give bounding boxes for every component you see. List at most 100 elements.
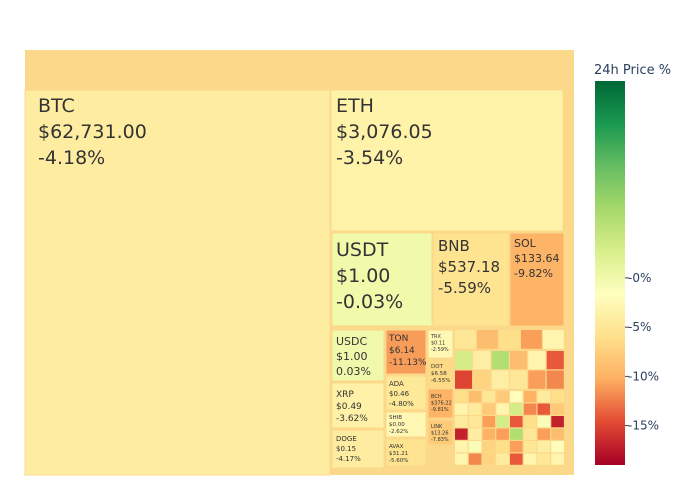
- small-tile[interactable]: [510, 416, 523, 428]
- small-tile[interactable]: [546, 351, 564, 370]
- small-tile[interactable]: [510, 441, 523, 453]
- small-tile[interactable]: [455, 391, 468, 403]
- tile-usdc[interactable]: USDC $1.00 0.03%: [331, 329, 385, 382]
- small-tile[interactable]: [496, 441, 509, 453]
- small-tile[interactable]: [510, 403, 523, 415]
- tile-name: SOL: [514, 237, 537, 250]
- small-tile[interactable]: [482, 441, 496, 453]
- tile-shib[interactable]: SHIB$0.00-2.62%: [385, 411, 427, 438]
- tile-dot[interactable]: DOT$6.58-6.55%: [427, 359, 454, 388]
- small-tile[interactable]: [482, 403, 496, 415]
- small-tile[interactable]: [468, 441, 482, 453]
- tile-eth[interactable]: ETH $3,076.05 -3.54%: [330, 89, 564, 232]
- small-tile[interactable]: [468, 428, 482, 440]
- tile-xrp[interactable]: XRP $0.49 -3.62%: [331, 382, 385, 429]
- small-tile[interactable]: [455, 403, 468, 415]
- small-tile[interactable]: [551, 403, 564, 415]
- tile-ton[interactable]: TON $6.14 -11.13%: [385, 329, 427, 375]
- tile-btc[interactable]: BTC $62,731.00 -4.18%: [24, 89, 331, 476]
- small-tile[interactable]: [455, 351, 473, 370]
- tile-trx[interactable]: TRX$0.11-2.59%: [427, 329, 454, 359]
- tile-bch[interactable]: BCH$376.22-9.81%: [427, 388, 454, 419]
- small-tile[interactable]: [496, 403, 509, 415]
- tile-rect[interactable]: [331, 329, 385, 382]
- small-tile[interactable]: [510, 351, 528, 370]
- small-tile[interactable]: [537, 416, 551, 428]
- small-tile[interactable]: [537, 441, 551, 453]
- small-tile[interactable]: [537, 428, 551, 440]
- small-tile[interactable]: [455, 370, 473, 389]
- small-tile[interactable]: [455, 453, 468, 465]
- small-tile[interactable]: [499, 330, 520, 349]
- small-tile[interactable]: [523, 453, 537, 465]
- small-tile[interactable]: [537, 403, 551, 415]
- small-tile[interactable]: [551, 441, 564, 453]
- small-tile[interactable]: [523, 441, 537, 453]
- small-tile[interactable]: [473, 370, 491, 389]
- small-tile[interactable]: [455, 441, 468, 453]
- small-tile[interactable]: [496, 428, 509, 440]
- small-tile[interactable]: [521, 330, 542, 349]
- small-tile[interactable]: [537, 391, 551, 403]
- small-tile[interactable]: [473, 351, 491, 370]
- small-tile[interactable]: [523, 391, 537, 403]
- tile-rect[interactable]: [331, 232, 433, 327]
- tile-rect[interactable]: [509, 232, 565, 327]
- small-tile[interactable]: [468, 391, 482, 403]
- tile-rect[interactable]: [427, 388, 454, 419]
- tile-rect[interactable]: [330, 89, 564, 232]
- small-tile[interactable]: [510, 370, 528, 389]
- small-tile[interactable]: [551, 416, 564, 428]
- tile-rect[interactable]: [385, 375, 427, 411]
- small-tile[interactable]: [537, 453, 551, 465]
- small-tile[interactable]: [482, 391, 496, 403]
- small-tile[interactable]: [523, 428, 537, 440]
- tile-usdt[interactable]: USDT $1.00 -0.03%: [331, 232, 433, 327]
- tile-link[interactable]: LINK$13.26-7.83%: [427, 419, 454, 446]
- small-tile[interactable]: [491, 370, 509, 389]
- small-tile[interactable]: [468, 403, 482, 415]
- small-tile[interactable]: [510, 428, 523, 440]
- small-tile[interactable]: [455, 428, 468, 440]
- small-tile[interactable]: [543, 330, 564, 349]
- small-tile[interactable]: [468, 453, 482, 465]
- tile-bnb[interactable]: BNB $537.18 -5.59%: [432, 232, 510, 327]
- tile-rect[interactable]: [24, 89, 331, 476]
- small-tile[interactable]: [482, 453, 496, 465]
- tile-change: 0.03%: [336, 365, 371, 378]
- small-tile[interactable]: [468, 416, 482, 428]
- small-tile[interactable]: [482, 428, 496, 440]
- tile-ada[interactable]: ADA $0.46 -4.80%: [385, 375, 427, 411]
- tile-rect[interactable]: [427, 359, 454, 388]
- tile-rect[interactable]: [427, 329, 454, 359]
- small-tile[interactable]: [551, 453, 564, 465]
- small-tile[interactable]: [523, 403, 537, 415]
- small-tile[interactable]: [551, 428, 564, 440]
- small-tile[interactable]: [496, 453, 509, 465]
- small-tile[interactable]: [546, 370, 564, 389]
- small-tile[interactable]: [551, 391, 564, 403]
- tile-rect[interactable]: [427, 419, 454, 446]
- tile-sol[interactable]: SOL $133.64 -9.82%: [509, 232, 565, 327]
- small-tile[interactable]: [482, 416, 496, 428]
- small-tile[interactable]: [528, 351, 546, 370]
- small-tile[interactable]: [510, 453, 523, 465]
- small-tile[interactable]: [455, 330, 476, 349]
- tile-rect[interactable]: [331, 382, 385, 429]
- tile-rect[interactable]: [385, 411, 427, 438]
- small-tile[interactable]: [496, 391, 509, 403]
- small-tile[interactable]: [510, 391, 523, 403]
- tile-rect[interactable]: [385, 438, 427, 467]
- tile-price: $3,076.05: [336, 121, 433, 143]
- small-tile[interactable]: [455, 416, 468, 428]
- tile-rect[interactable]: [331, 429, 385, 469]
- small-tile[interactable]: [528, 370, 546, 389]
- tile-rect[interactable]: [432, 232, 510, 327]
- small-tile[interactable]: [523, 416, 537, 428]
- small-tile[interactable]: [496, 416, 509, 428]
- small-tile[interactable]: [491, 351, 509, 370]
- tile-avax[interactable]: AVAX$31.21-5.60%: [385, 438, 427, 467]
- tile-doge[interactable]: DOGE $0.15 -4.17%: [331, 429, 385, 469]
- tile-rect[interactable]: [385, 329, 427, 375]
- small-tile[interactable]: [477, 330, 498, 349]
